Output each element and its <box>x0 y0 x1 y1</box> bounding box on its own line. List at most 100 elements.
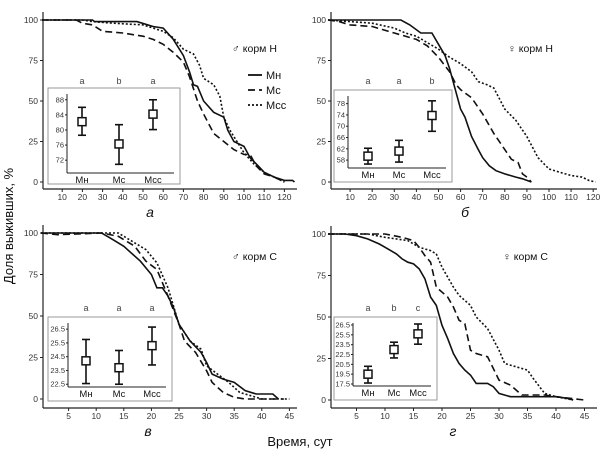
inset-category-label: Мн <box>361 388 374 399</box>
legend-label: Мсс <box>266 100 287 112</box>
y-tick-label: 50 <box>317 96 327 106</box>
x-tick-label: 90 <box>219 192 229 202</box>
panel-label: в <box>144 423 151 439</box>
legend-label: Мн <box>266 70 281 82</box>
inset-errorbar-chart: 17.519.520.522.523.525.526.5 Мн a Мс b Мсс c <box>333 303 438 401</box>
x-tick-label: 45 <box>285 411 295 421</box>
x-tick-label: 40 <box>412 192 422 202</box>
inset-y-tick-label: 25.5 <box>335 330 350 339</box>
inset-category-label: Мн <box>79 389 92 400</box>
inset-y-tick-label: 66 <box>337 133 345 142</box>
x-tick-label: 45 <box>580 411 590 421</box>
x-tick-label: 10 <box>380 411 390 421</box>
inset-y-tick-label: 19.5 <box>335 370 350 379</box>
inset-y-tick-label: 26.5 <box>335 321 350 330</box>
panel-4: 0 25 50 75 100 5 10 15 20 25 30 35 40 45 г ♀ корм С 17.5… <box>312 226 597 439</box>
y-tick-label: 100 <box>24 228 38 238</box>
x-tick-label: 30 <box>494 411 504 421</box>
group-label: ♀ корм Н <box>508 43 553 55</box>
survival-curve-Мсс <box>42 19 285 183</box>
panel-2: 0 25 50 75 100 10 20 30 40 50 60 70 80 90 100 110 120 б ♀ … <box>312 12 600 220</box>
x-tick-label: 100 <box>237 192 251 202</box>
significance-letter: a <box>79 76 84 86</box>
inset-category-label: Мн <box>361 170 374 181</box>
inset-errorbar-chart: 72 76 80 84 88 Мн a Мс b Мсс a <box>47 76 181 186</box>
y-tick-label: 75 <box>317 271 327 281</box>
x-tick-label: 20 <box>367 192 377 202</box>
inset-y-tick-label: 23.5 <box>335 340 350 349</box>
x-axis-title: Время, сут <box>267 434 332 449</box>
y-tick-label: 75 <box>29 270 39 280</box>
inset-y-tick-label: 20.5 <box>335 360 350 369</box>
inset-category-label: Мс <box>388 388 401 399</box>
y-tick-label: 100 <box>312 15 326 25</box>
inset-y-tick-label: 84 <box>56 110 64 119</box>
group-label: ♀ корм С <box>503 251 548 263</box>
panel-label: б <box>461 204 470 220</box>
inset-y-tick-label: 22.5 <box>335 350 350 359</box>
x-tick-label: 15 <box>409 411 419 421</box>
x-tick-label: 15 <box>119 411 129 421</box>
x-tick-label: 30 <box>390 192 400 202</box>
panel-label: г <box>450 423 457 439</box>
inset-y-tick-label: 58 <box>337 156 345 165</box>
mean-marker <box>363 369 373 379</box>
x-tick-label: 50 <box>434 192 444 202</box>
legend-label: Мс <box>266 85 281 97</box>
x-tick-label: 70 <box>478 192 488 202</box>
x-tick-label: 5 <box>66 411 71 421</box>
significance-letter: a <box>83 303 88 313</box>
survival-curve-Мн <box>328 19 532 183</box>
survival-curve-Мс <box>327 19 532 183</box>
x-tick-label: 100 <box>542 192 556 202</box>
x-tick-label: 40 <box>257 411 267 421</box>
x-tick-label: 10 <box>57 192 67 202</box>
mean-marker <box>148 109 158 119</box>
inset-category-label: Мс <box>113 389 126 400</box>
inset-y-tick-label: 62 <box>337 144 345 153</box>
panel-3: 0 25 50 75 100 5 10 15 20 25 30 35 40 45 в ♂ корм С 22.5… <box>24 225 297 439</box>
panel-1: 0 25 50 75 100 10 20 30 40 50 60 70 80 90 100 110 120 а ♂ … <box>24 12 297 220</box>
inset-errorbar-chart: 58 62 66 70 74 78 Мн a Мс a Мсс b <box>333 76 453 183</box>
x-tick-label: 20 <box>437 411 447 421</box>
significance-letter: c <box>416 303 421 313</box>
significance-letter: a <box>396 76 401 86</box>
survival-curve-Мс <box>328 233 585 401</box>
x-tick-label: 120 <box>277 192 291 202</box>
x-tick-label: 60 <box>456 192 466 202</box>
inset-y-tick-label: 22.5 <box>50 380 65 389</box>
inset-y-tick-label: 17.5 <box>335 380 350 389</box>
significance-letter: a <box>150 76 155 86</box>
survival-curve-Мсс <box>327 19 596 183</box>
survival-curve-Мс <box>42 19 285 183</box>
mean-marker <box>114 362 124 373</box>
x-tick-label: 35 <box>523 411 533 421</box>
x-tick-label: 120 <box>586 192 600 202</box>
inset-y-tick-label: 80 <box>56 125 64 134</box>
x-tick-label: 30 <box>98 192 108 202</box>
inset-y-tick-label: 25.5 <box>50 338 65 347</box>
inset-category-label: Мсс <box>409 388 427 399</box>
x-tick-label: 60 <box>158 192 168 202</box>
y-tick-label: 50 <box>29 96 39 106</box>
y-tick-label: 25 <box>317 354 327 364</box>
inset-category-label: Мн <box>75 175 88 186</box>
y-tick-label: 50 <box>29 311 39 321</box>
y-tick-label: 25 <box>29 137 39 147</box>
x-tick-label: 10 <box>345 192 355 202</box>
inset-y-tick-label: 26.5 <box>50 325 65 334</box>
y-tick-label: 0 <box>33 177 38 187</box>
inset-y-tick-label: 24.5 <box>50 352 65 361</box>
survival-curve-Мсс <box>328 233 574 401</box>
x-tick-label: 80 <box>500 192 510 202</box>
inset-frame <box>47 87 181 185</box>
x-tick-label: 25 <box>174 411 184 421</box>
x-tick-label: 25 <box>466 411 476 421</box>
inset-category-label: Мс <box>393 170 406 181</box>
inset-errorbar-chart: 22.5 23.5 24.5 25.5 26.5 Мн a Мс a Мсс a <box>47 303 173 402</box>
mean-marker <box>147 340 157 351</box>
y-axis-title: Доля выживших, % <box>1 167 16 284</box>
x-tick-label: 110 <box>257 192 271 202</box>
